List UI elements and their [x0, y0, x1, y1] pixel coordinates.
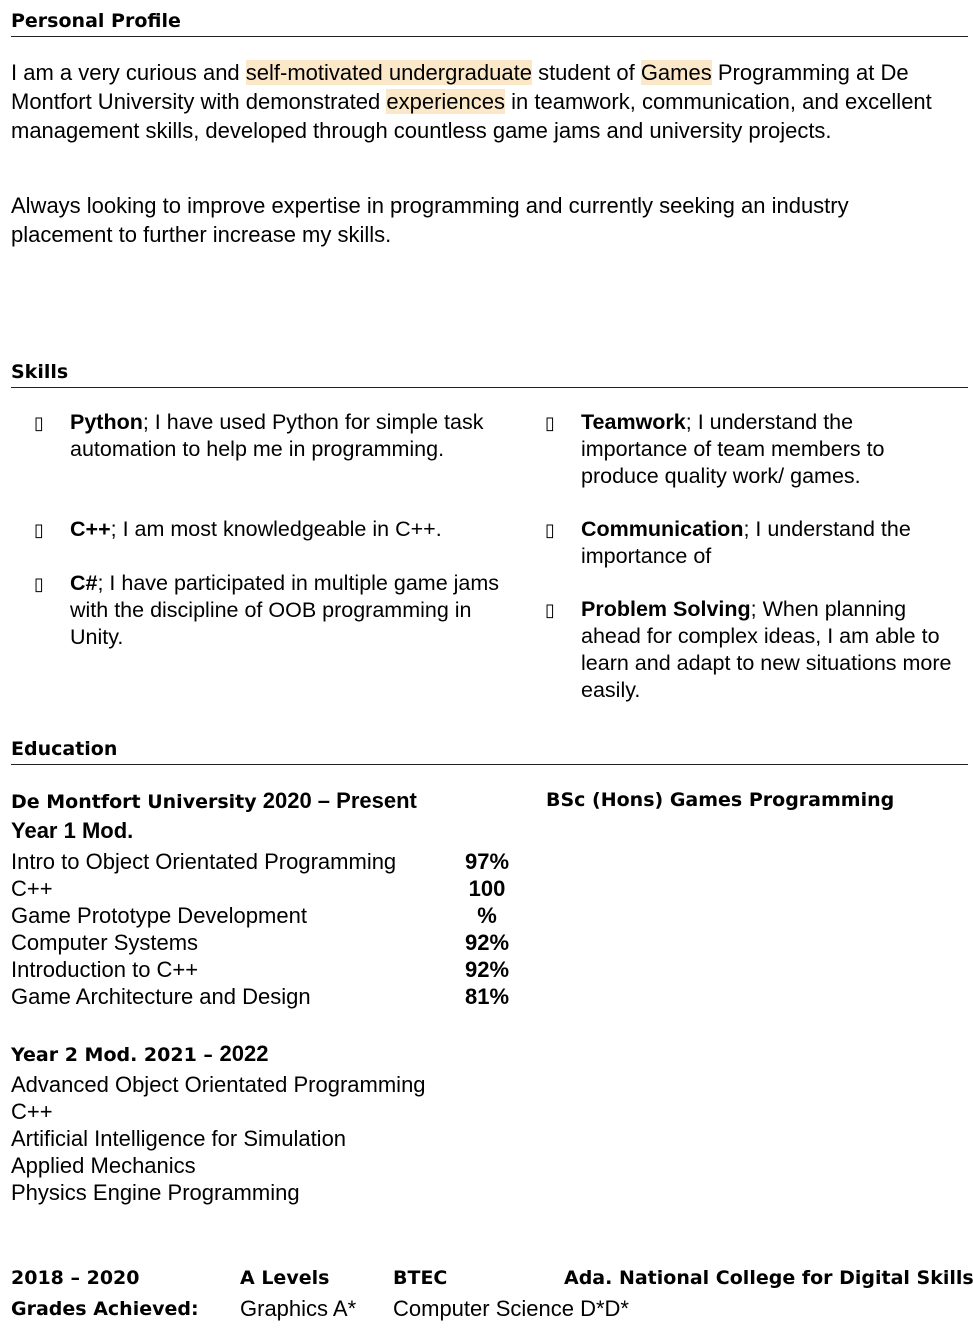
- skill-name: C#: [70, 571, 98, 595]
- profile-highlight: self-motivated undergraduate: [245, 60, 532, 85]
- module-grade: 92%: [464, 930, 510, 955]
- module-item: Intro to Object Orientated Programming: [11, 849, 397, 874]
- module-item: C++: [11, 876, 53, 901]
- degree-title: BSc (Hons) Games Programming: [546, 789, 895, 811]
- skill-name: Python: [70, 410, 143, 434]
- profile-paragraph-2: Always looking to improve expertise in p…: [11, 193, 849, 247]
- module-grade: 97%: [464, 849, 510, 874]
- a-level-grade: Graphics A*: [240, 1296, 357, 1321]
- year2-title: Year 2 Mod. 2021 – 2022: [11, 1041, 269, 1067]
- module-item: Applied Mechanics: [11, 1153, 196, 1178]
- skill-description: ; I have participated in multiple game j…: [70, 571, 500, 649]
- module-grade: 92%: [464, 957, 510, 982]
- profile-text: in teamwork, communication, and excellen…: [11, 89, 932, 143]
- grades-achieved-label: Grades Achieved:: [11, 1298, 199, 1320]
- skill-name: Problem Solving: [581, 597, 751, 621]
- module-grade: 81%: [464, 984, 510, 1009]
- btec-label: BTEC: [393, 1267, 448, 1289]
- profile-paragraph-1: I am a very curious and self-motivated u…: [11, 58, 956, 145]
- profile-highlight: Games: [640, 60, 712, 85]
- skill-description: ; I understand the importance of team me…: [581, 410, 885, 488]
- profile-text: student of: [531, 60, 641, 85]
- skill-teamwork: ▯ Teamwork; I understand the importance o…: [545, 409, 956, 490]
- profile-text: Programming at De Montfort University wi…: [11, 60, 909, 114]
- college-dates: 2018 – 2020: [11, 1267, 140, 1289]
- bullet-icon: ▯: [545, 413, 555, 434]
- module-item: C++: [11, 1099, 53, 1124]
- bullet-icon: ▯: [545, 600, 555, 621]
- module-grade: %: [477, 903, 497, 928]
- module-item: Introduction to C++: [11, 957, 199, 982]
- profile-highlight: experiences: [386, 89, 506, 114]
- bullet-icon: ▯: [34, 413, 44, 434]
- module-item: Artificial Intelligence for Simulation: [11, 1126, 347, 1151]
- year2-title-text: Year 2 Mod. 2021 –: [11, 1044, 220, 1066]
- personal-profile-heading: Personal Profile: [11, 10, 968, 37]
- skill-python: ▯ Python; I have used Python for simple t…: [34, 409, 500, 463]
- module-grade: 100: [468, 876, 506, 901]
- university-name: De Montfort University: [11, 791, 257, 813]
- skill-description: ; I am most knowledgeable in C++.: [110, 517, 442, 541]
- module-item: Advanced Object Orientated Programming: [11, 1072, 426, 1097]
- skill-cpp: ▯ C++; I am most knowledgeable in C++.: [34, 516, 500, 543]
- module-item: Game Prototype Development: [11, 903, 307, 928]
- year2-title-year: 2022: [219, 1041, 269, 1066]
- education-heading: Education: [11, 738, 968, 765]
- module-item: Physics Engine Programming: [11, 1180, 300, 1205]
- skill-description: ; When planning ahead for complex ideas,…: [581, 597, 952, 702]
- skill-csharp: ▯ C#; I have participated in multiple gam…: [34, 570, 500, 651]
- bullet-icon: ▯: [34, 574, 44, 595]
- university-line: De Montfort University 2020 – Present: [11, 788, 417, 814]
- skill-description: ; I have used Python for simple task aut…: [70, 410, 484, 461]
- profile-text: I am a very curious and: [11, 60, 246, 85]
- skill-name: Communication: [581, 517, 744, 541]
- college-name: Ada. National College for Digital Skills: [564, 1267, 973, 1289]
- module-item: Game Architecture and Design: [11, 984, 311, 1009]
- skill-name: Teamwork: [581, 410, 686, 434]
- skill-problem-solving: ▯ Problem Solving; When planning ahead fo…: [545, 596, 956, 704]
- btec-grade: Computer Science D*D*: [393, 1296, 629, 1321]
- a-levels-label: A Levels: [240, 1267, 330, 1289]
- university-dates: 2020 – Present: [256, 788, 417, 813]
- skill-description: ; I understand the importance of: [581, 517, 911, 568]
- module-item: Computer Systems: [11, 930, 199, 955]
- bullet-icon: ▯: [545, 520, 555, 541]
- bullet-icon: ▯: [34, 520, 44, 541]
- skill-communication: ▯ Communication; I understand the importa…: [545, 516, 956, 570]
- skills-heading: Skills: [11, 361, 968, 388]
- skill-name: C++: [70, 517, 111, 541]
- year1-title: Year 1 Mod.: [11, 818, 134, 843]
